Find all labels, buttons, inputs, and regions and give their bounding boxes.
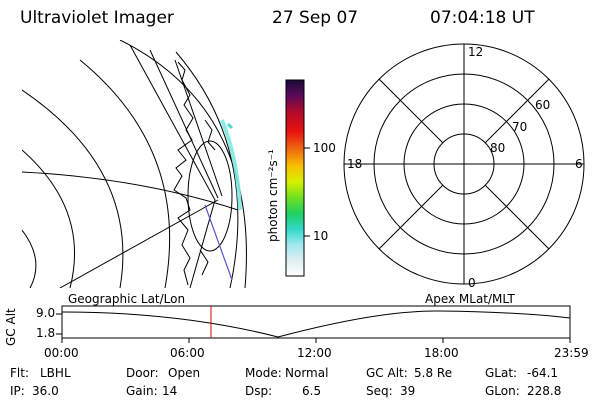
meta-door-value: Open — [168, 366, 201, 380]
lat-label-80: 80 — [490, 141, 506, 155]
meta-flt-label: Flt: — [10, 366, 29, 380]
y-tick-9: 9.0 — [36, 306, 56, 320]
meta-gcalt-label: GC Alt: — [366, 366, 408, 380]
meta-mode-value: Normal — [285, 366, 329, 380]
y-tick-1-8: 1.8 — [36, 326, 56, 340]
colorbar-tick-10: 10 — [313, 229, 329, 243]
meta-dsp-label: Dsp: — [245, 384, 273, 398]
apex-title: Apex MLat/MLT — [425, 292, 515, 306]
x-tick-0600: 06:00 — [170, 346, 205, 360]
geographic-title: Geographic Lat/Lon — [68, 292, 186, 306]
lat-label-60: 60 — [535, 98, 551, 112]
meta-dsp-value: 6.5 — [302, 384, 322, 398]
x-tick-0000: 00:00 — [44, 346, 79, 360]
app-title: Ultraviolet Imager — [20, 8, 174, 28]
meta-ip-label: IP: — [10, 384, 25, 398]
meta-glon-value: 228.8 — [527, 384, 562, 398]
mlt-label-0: 0 — [468, 276, 476, 290]
lat-label-70: 70 — [512, 120, 528, 134]
meta-glat-value: -64.1 — [527, 366, 559, 380]
meta-gcalt-value: 5.8 Re — [414, 366, 453, 380]
colorbar-tick-100: 100 — [313, 141, 336, 155]
meta-door-label: Door: — [126, 366, 159, 380]
meta-gain-value: 14 — [162, 384, 178, 398]
meta-glat-label: GLat: — [485, 366, 518, 380]
meta-mode-label: Mode: — [245, 366, 282, 380]
meta-seq-value: 39 — [400, 384, 416, 398]
meta-flt-value: LBHL — [40, 366, 71, 380]
meta-ip-value: 36.0 — [32, 384, 59, 398]
meta-glon-label: GLon: — [485, 384, 520, 398]
meta-gain-label: Gain: — [126, 384, 158, 398]
mlt-label-18: 18 — [347, 157, 363, 171]
time-label: 07:04:18 UT — [430, 8, 535, 28]
meta-seq-label: Seq: — [366, 384, 393, 398]
x-tick-1800: 18:00 — [424, 346, 459, 360]
date-label: 27 Sep 07 — [272, 8, 359, 28]
mlt-label-6: 6 — [575, 157, 583, 171]
x-tick-1200: 12:00 — [297, 346, 332, 360]
x-tick-2359: 23:59 — [554, 346, 589, 360]
mlt-label-12: 12 — [468, 45, 484, 59]
